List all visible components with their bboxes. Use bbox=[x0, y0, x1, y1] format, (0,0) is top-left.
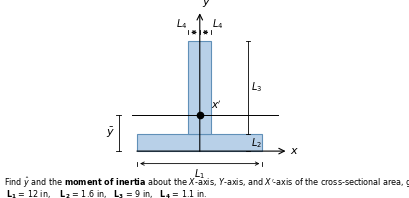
Text: $L_1$: $L_1$ bbox=[194, 167, 205, 181]
Text: $L_4$: $L_4$ bbox=[211, 17, 222, 31]
Text: $L_3$: $L_3$ bbox=[250, 81, 261, 94]
Text: $L_4$: $L_4$ bbox=[175, 17, 187, 31]
Text: Find $\hat{y}$ and the $\mathbf{moment\ of\ inertia}$ about the $X$-axis, $Y$-ax: Find $\hat{y}$ and the $\mathbf{moment\ … bbox=[4, 175, 409, 190]
Bar bbox=[188, 41, 211, 134]
Text: $\bar{y}$: $\bar{y}$ bbox=[106, 126, 115, 140]
Text: $x'$: $x'$ bbox=[211, 99, 222, 111]
Text: $y$: $y$ bbox=[201, 0, 210, 9]
Text: $\mathbf{L_1}$ = 12 in,    $\mathbf{L_2}$ = 1.6 in,   $\mathbf{L_3}$ = 9 in,   $: $\mathbf{L_1}$ = 12 in, $\mathbf{L_2}$ =… bbox=[6, 188, 207, 198]
Text: $x$: $x$ bbox=[290, 146, 299, 156]
Bar bbox=[137, 134, 262, 151]
Text: $L_2$: $L_2$ bbox=[250, 136, 261, 150]
